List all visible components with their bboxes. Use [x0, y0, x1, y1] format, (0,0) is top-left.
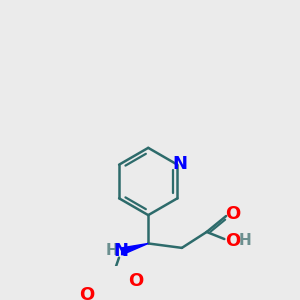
- Text: O: O: [128, 272, 143, 290]
- Text: N: N: [113, 242, 128, 260]
- Text: O: O: [79, 286, 94, 300]
- Text: N: N: [172, 155, 188, 173]
- Text: H: H: [238, 233, 251, 248]
- Polygon shape: [122, 244, 148, 255]
- Text: O: O: [226, 232, 241, 250]
- Text: O: O: [225, 205, 240, 223]
- Text: H: H: [106, 243, 118, 258]
